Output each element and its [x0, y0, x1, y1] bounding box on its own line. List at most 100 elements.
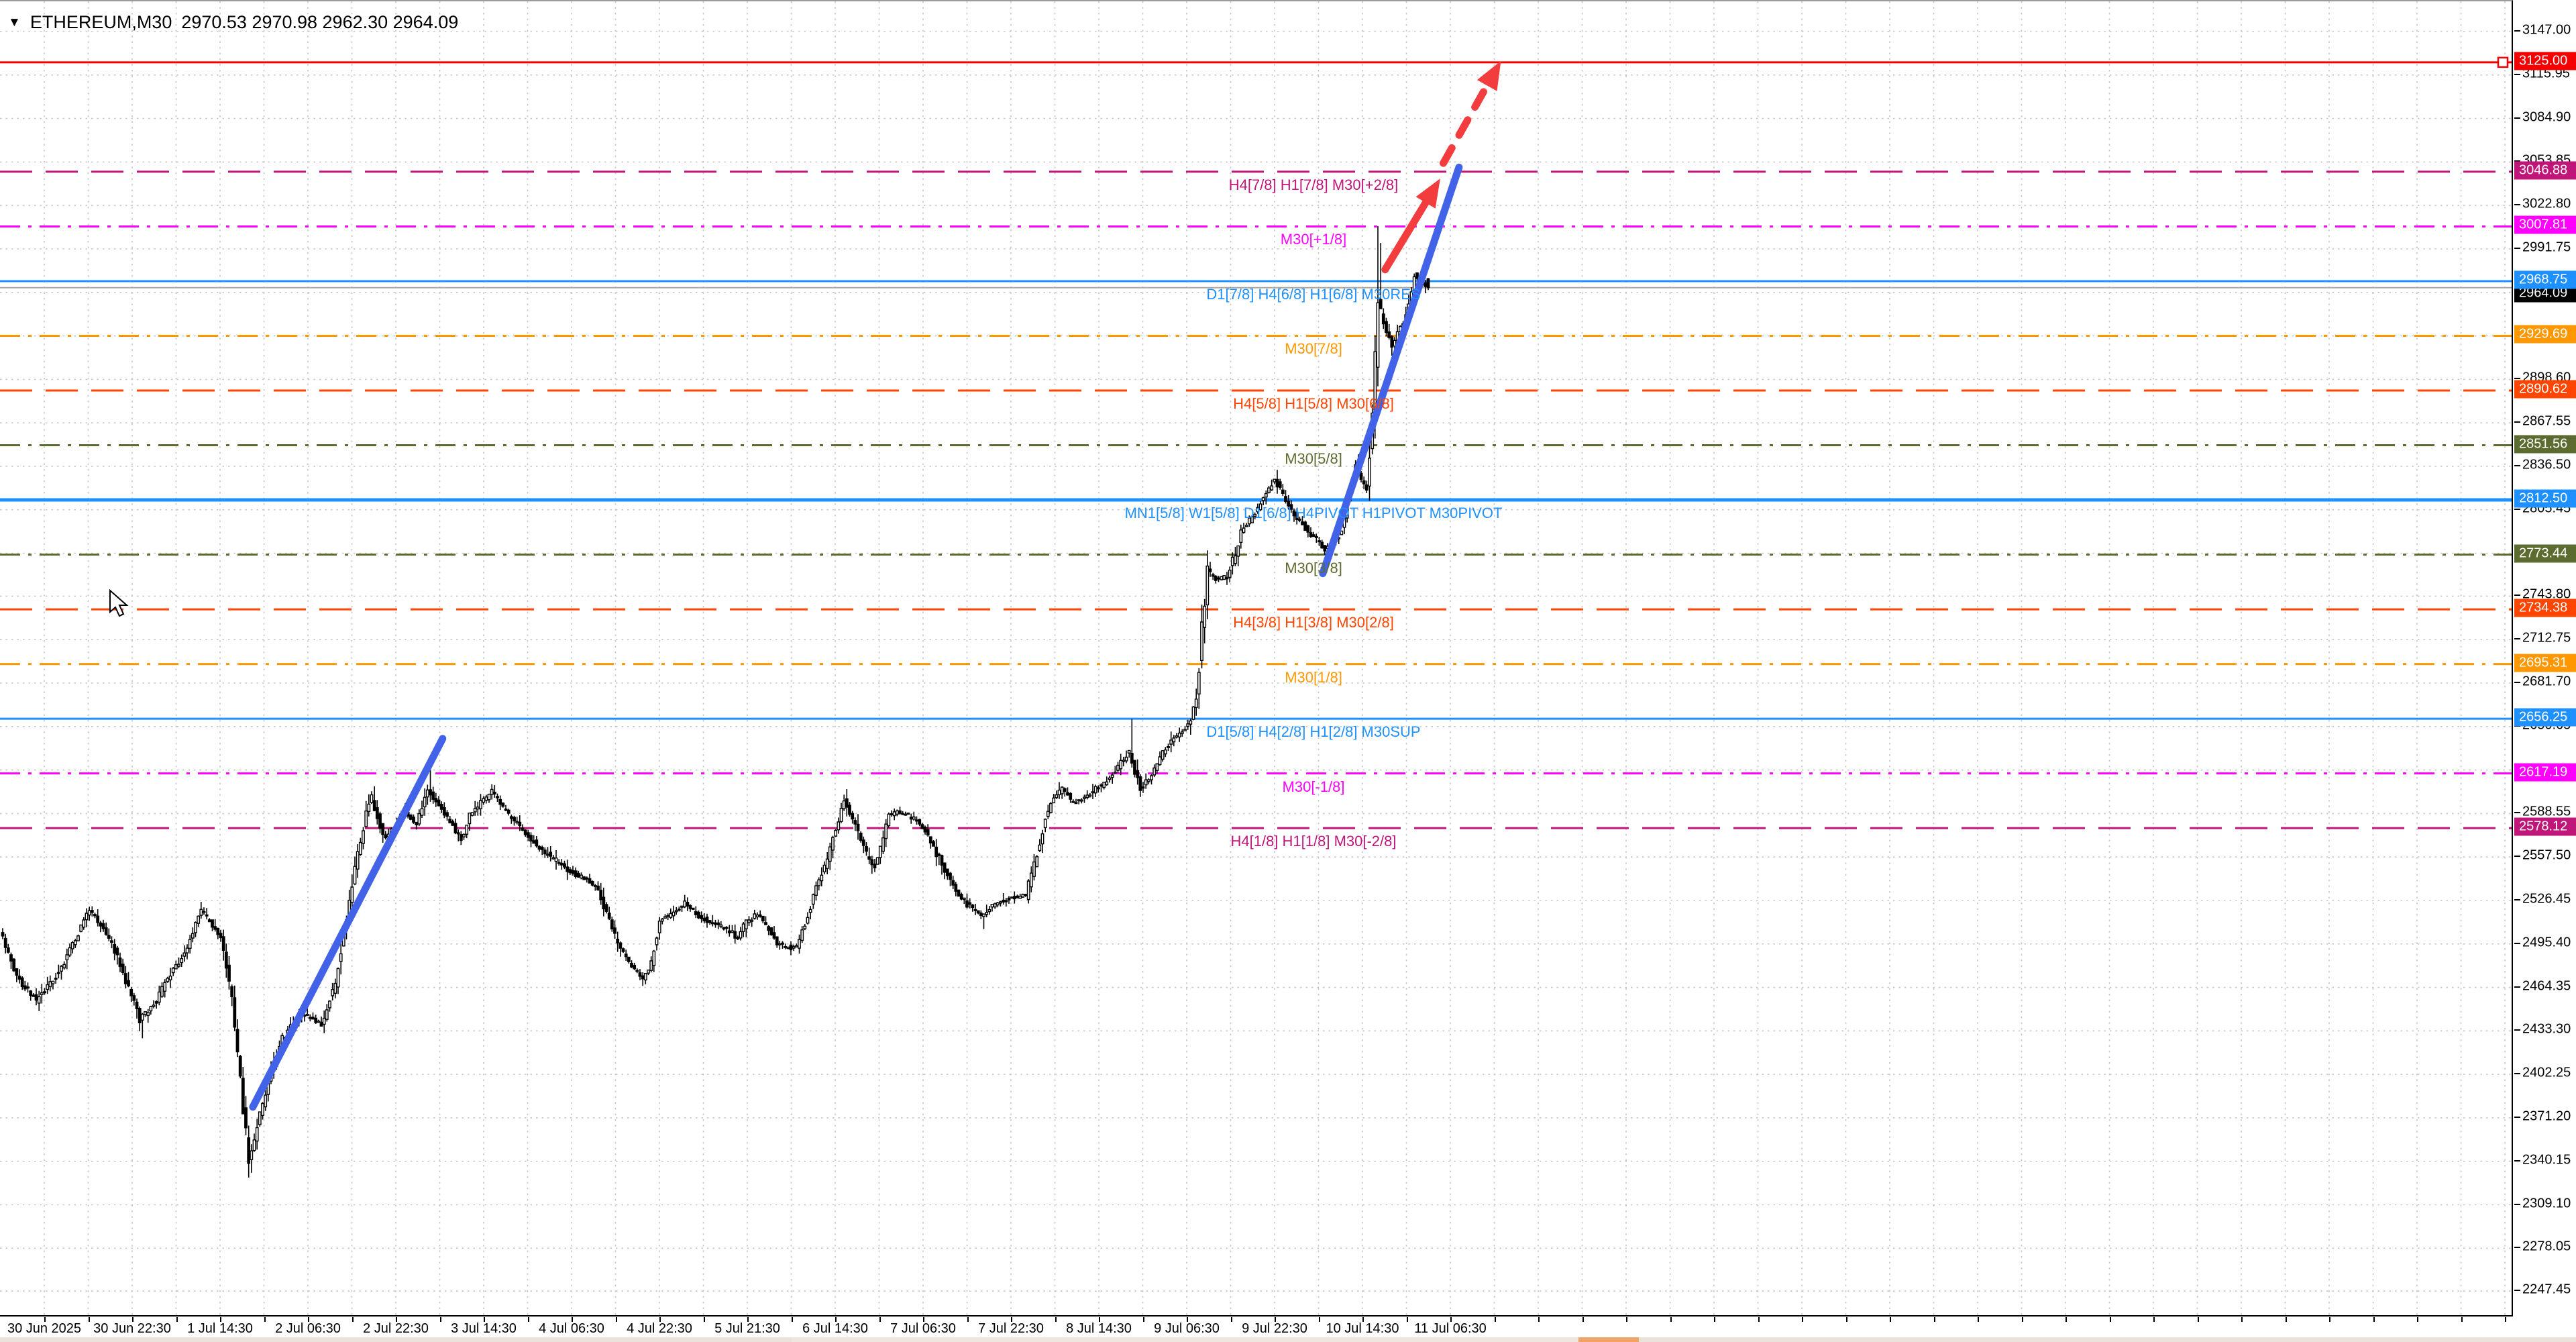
time-tick-label: 2 Jul 22:30	[363, 1321, 429, 1336]
time-tick-mark	[1450, 1317, 1452, 1322]
time-tick-mark	[484, 1317, 485, 1322]
level-chart-label: H4[5/8] H1[5/8] M30[6/8]	[1233, 395, 1394, 412]
time-tick-label: 9 Jul 22:30	[1242, 1321, 1307, 1336]
level-axis-label: 3007.81	[2514, 215, 2576, 234]
price-tick-mark	[2514, 986, 2520, 988]
price-tick-label: 2402.25	[2522, 1065, 2571, 1080]
arrow-projection-dashed[interactable]	[1440, 75, 1495, 167]
price-tick-label: 2371.20	[2522, 1108, 2571, 1124]
candlestick-chart-canvas[interactable]	[0, 1, 2512, 1315]
price-tick-label: 2836.50	[2522, 457, 2571, 472]
level-axis-label: 3125.00	[2514, 52, 2576, 70]
time-tick-mark	[2329, 1317, 2330, 1322]
arrowhead-projection-dashed[interactable]	[1477, 60, 1501, 91]
arrowhead-projection-solid[interactable]	[1415, 178, 1440, 209]
price-tick-label: 2712.75	[2522, 630, 2571, 646]
time-tick-mark	[2373, 1317, 2375, 1322]
candles-up	[37, 276, 1416, 1160]
time-tick-mark	[923, 1317, 924, 1322]
price-tick-label: 2991.75	[2522, 240, 2571, 255]
bottom-strip-pink-segment	[792, 1337, 1578, 1342]
price-tick-label: 3022.80	[2522, 196, 2571, 211]
price-tick-mark	[2514, 856, 2520, 857]
time-tick-mark	[308, 1317, 309, 1322]
time-tick-mark	[1143, 1317, 1144, 1322]
time-tick-mark	[89, 1317, 90, 1322]
time-tick-label: 30 Jun 2025	[7, 1321, 82, 1336]
time-tick-mark	[2198, 1317, 2199, 1322]
level-chart-label: D1[5/8] H4[2/8] H1[2/8] M30SUP	[1206, 723, 1421, 740]
time-tick-mark	[1978, 1317, 1979, 1322]
price-tick-mark	[2514, 1204, 2520, 1205]
price-tick-label: 3084.90	[2522, 109, 2571, 125]
time-tick-mark	[1846, 1317, 1847, 1322]
price-tick-mark	[2514, 812, 2520, 813]
time-axis[interactable]: 30 Jun 2025 30 Jun 22:30 1 Jul 14:30 2 Jul …	[0, 1317, 2576, 1338]
price-tick-mark	[2514, 465, 2520, 466]
time-tick-mark	[1319, 1317, 1320, 1322]
level-chart-label: MN1[5/8] W1[5/8] D1[6/8] H4PIVOT H1PIVOT…	[1124, 505, 1503, 521]
trendline-uptrend-left[interactable]	[249, 735, 447, 1111]
level-chart-label: M30[-1/8]	[1282, 778, 1345, 795]
time-tick-mark	[1187, 1317, 1188, 1322]
price-tick-label: 2278.05	[2522, 1239, 2571, 1254]
time-tick-label: 8 Jul 14:30	[1066, 1321, 1132, 1336]
price-tick-mark	[2514, 30, 2520, 32]
time-tick-label: 4 Jul 22:30	[627, 1321, 692, 1336]
price-tick-mark	[2514, 1117, 2520, 1118]
price-tick-mark	[2514, 1290, 2520, 1291]
price-axis[interactable]: 3147.00 3115.95 3084.90 3053.85 3022.80 2991.…	[2514, 0, 2576, 1317]
price-tick-label: 2588.55	[2522, 804, 2571, 819]
bottom-edge-strip	[0, 1337, 2576, 1342]
time-tick-label: 2 Jul 06:30	[275, 1321, 341, 1336]
mouse-cursor	[109, 589, 129, 617]
time-tick-mark	[1011, 1317, 1012, 1322]
time-tick-mark	[659, 1317, 661, 1322]
time-tick-mark	[1714, 1317, 1715, 1322]
level-axis-label: 3046.88	[2514, 161, 2576, 180]
price-tick-mark	[2514, 682, 2520, 683]
time-tick-mark	[1934, 1317, 1935, 1322]
level-axis-label: 2812.50	[2514, 489, 2576, 508]
price-tick-mark	[2514, 1073, 2520, 1074]
level-axis-label: 2656.25	[2514, 708, 2576, 727]
price-tick-label: 2464.35	[2522, 978, 2571, 994]
bottom-strip-orange-segment	[1578, 1337, 1639, 1342]
level-chart-label: M30[5/8]	[1285, 450, 1342, 467]
time-tick-label: 4 Jul 06:30	[539, 1321, 604, 1336]
level-chart-label: H4[7/8] H1[7/8] M30[+2/8]	[1228, 176, 1399, 193]
price-tick-label: 2340.15	[2522, 1152, 2571, 1168]
level-axis-label: 2695.31	[2514, 654, 2576, 672]
level-axis-label: 2773.44	[2514, 544, 2576, 563]
price-tick-mark	[2514, 899, 2520, 900]
time-tick-label: 1 Jul 14:30	[187, 1321, 253, 1336]
time-tick-mark	[1055, 1317, 1057, 1322]
price-tick-mark	[2514, 638, 2520, 639]
price-tick-label: 2867.55	[2522, 413, 2571, 429]
time-tick-mark	[1231, 1317, 1232, 1322]
time-tick-mark	[220, 1317, 221, 1322]
time-tick-mark	[2286, 1317, 2287, 1322]
time-tick-mark	[967, 1317, 969, 1322]
price-tick-label: 2557.50	[2522, 847, 2571, 863]
price-tick-mark	[2514, 1160, 2520, 1162]
arrow-projection-solid[interactable]	[1381, 193, 1434, 274]
price-tick-mark	[2514, 509, 2520, 510]
price-tick-label: 2247.45	[2522, 1282, 2571, 1297]
trendline-uptrend-right[interactable]	[1319, 163, 1463, 578]
level-axis-label: 2578.12	[2514, 817, 2576, 836]
chart-plot-area[interactable]: ▼ ETHEREUM,M30 2970.53 2970.98 2962.30 2…	[0, 0, 2513, 1317]
line-handle-square[interactable]	[2497, 56, 2509, 68]
price-tick-mark	[2514, 421, 2520, 423]
time-tick-mark	[2022, 1317, 2023, 1322]
time-tick-mark	[1582, 1317, 1584, 1322]
time-tick-label: 9 Jul 06:30	[1154, 1321, 1220, 1336]
time-tick-label: 3 Jul 14:30	[451, 1321, 517, 1336]
time-tick-label: 7 Jul 06:30	[890, 1321, 956, 1336]
symbol-dropdown-icon[interactable]: ▼	[8, 15, 21, 30]
price-tick-mark	[2514, 378, 2520, 379]
time-tick-label: 11 Jul 06:30	[1414, 1321, 1487, 1336]
time-tick-mark	[835, 1317, 837, 1322]
time-tick-mark	[1099, 1317, 1100, 1322]
candle-wicks	[2, 226, 1429, 1178]
